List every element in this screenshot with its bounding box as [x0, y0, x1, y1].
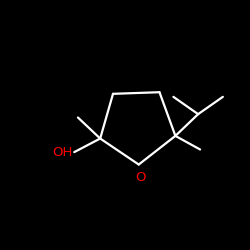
Text: OH: OH	[52, 146, 72, 159]
Text: O: O	[136, 172, 146, 184]
